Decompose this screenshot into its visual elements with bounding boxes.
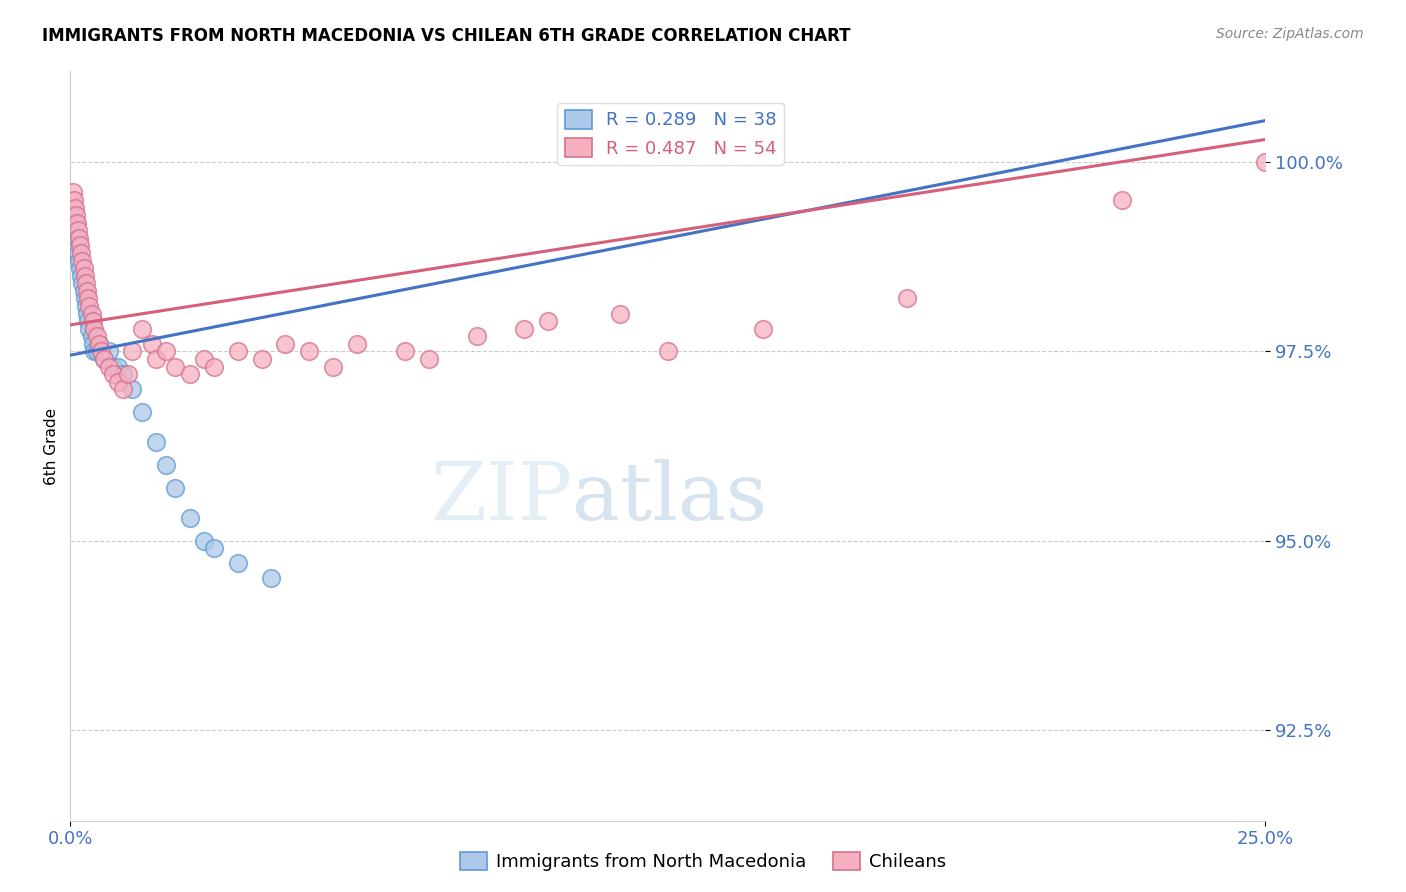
Point <box>83 344 105 359</box>
Point <box>66 231 89 245</box>
Text: atlas: atlas <box>572 459 768 538</box>
Point <box>274 336 297 351</box>
Point <box>63 193 86 207</box>
Point <box>77 314 100 328</box>
Point <box>97 359 120 374</box>
Point <box>73 292 96 306</box>
Point <box>260 571 283 585</box>
Point <box>86 329 108 343</box>
Point <box>193 533 215 548</box>
Point <box>141 336 163 351</box>
Point <box>63 231 86 245</box>
Point <box>82 336 104 351</box>
Point <box>83 321 105 335</box>
Point <box>97 344 120 359</box>
Point <box>155 344 177 359</box>
Point <box>70 277 93 291</box>
Point <box>322 359 344 374</box>
Point <box>87 336 110 351</box>
Point <box>103 367 125 381</box>
Text: IMMIGRANTS FROM NORTH MACEDONIA VS CHILEAN 6TH GRADE CORRELATION CHART: IMMIGRANTS FROM NORTH MACEDONIA VS CHILE… <box>42 27 851 45</box>
Point <box>165 481 187 495</box>
Y-axis label: 6th Grade: 6th Grade <box>44 408 59 484</box>
Point <box>298 344 321 359</box>
Point <box>657 344 679 359</box>
Point <box>346 336 368 351</box>
Point <box>111 382 134 396</box>
Point <box>752 321 775 335</box>
Point <box>165 359 187 374</box>
Point <box>63 201 86 215</box>
Point <box>179 511 201 525</box>
Point <box>80 307 103 321</box>
Legend: Immigrants from North Macedonia, Chileans: Immigrants from North Macedonia, Chilean… <box>453 845 953 879</box>
Point <box>69 246 91 260</box>
Point <box>418 351 440 366</box>
Point <box>896 292 918 306</box>
Point <box>70 253 93 268</box>
Text: ZIP: ZIP <box>430 459 572 538</box>
Point <box>90 344 112 359</box>
Point <box>73 284 96 298</box>
Point <box>202 359 225 374</box>
Point <box>93 351 115 366</box>
Point <box>103 359 125 374</box>
Point <box>75 299 97 313</box>
Point <box>65 208 87 222</box>
Point <box>226 557 249 571</box>
Point <box>73 261 96 276</box>
Point <box>179 367 201 381</box>
Point <box>90 344 112 359</box>
Point <box>131 405 153 419</box>
Point <box>145 351 167 366</box>
Point <box>73 268 96 283</box>
Point <box>609 307 631 321</box>
Point <box>193 351 215 366</box>
Point <box>63 238 86 252</box>
Point <box>226 344 249 359</box>
Point <box>111 367 134 381</box>
Point <box>67 253 90 268</box>
Point <box>69 261 91 276</box>
Point <box>62 223 84 237</box>
Point <box>117 367 139 381</box>
Point <box>155 458 177 472</box>
Point <box>69 268 91 283</box>
Point <box>465 329 488 343</box>
Point <box>121 382 143 396</box>
Point <box>537 314 560 328</box>
Point <box>66 216 89 230</box>
Point <box>121 344 143 359</box>
Point <box>250 351 273 366</box>
Point <box>67 246 90 260</box>
Point <box>93 351 115 366</box>
Point <box>62 186 84 200</box>
Point <box>75 277 97 291</box>
Point <box>79 321 101 335</box>
Point <box>1111 193 1133 207</box>
Point <box>131 321 153 335</box>
Point <box>76 307 98 321</box>
Point <box>394 344 416 359</box>
Point <box>76 284 98 298</box>
Point <box>82 314 104 328</box>
Point <box>80 329 103 343</box>
Point <box>69 238 91 252</box>
Point <box>86 344 108 359</box>
Point <box>67 231 90 245</box>
Point <box>67 223 90 237</box>
Legend: R = 0.289   N = 38, R = 0.487   N = 54: R = 0.289 N = 38, R = 0.487 N = 54 <box>557 103 785 165</box>
Text: Source: ZipAtlas.com: Source: ZipAtlas.com <box>1216 27 1364 41</box>
Point <box>77 292 100 306</box>
Point <box>202 541 225 556</box>
Point <box>107 375 129 389</box>
Point <box>79 299 101 313</box>
Point <box>87 336 110 351</box>
Point <box>62 208 84 222</box>
Point <box>1254 155 1277 169</box>
Point <box>107 359 129 374</box>
Point <box>65 216 87 230</box>
Point <box>513 321 536 335</box>
Point <box>145 435 167 450</box>
